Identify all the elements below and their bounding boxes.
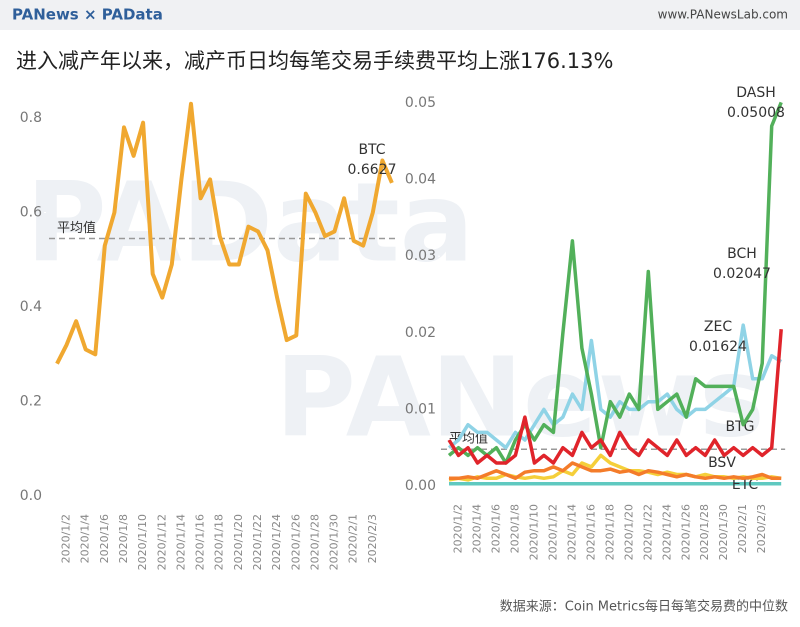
x-tick-label: 2020/2/1 [347, 514, 360, 563]
y-tick-label: 0.00 [405, 478, 436, 494]
x-tick-label: 2020/1/16 [194, 514, 207, 570]
y-tick-label: 0.02 [405, 325, 436, 341]
y-tick-label: 0.03 [405, 248, 436, 264]
line-series [447, 329, 783, 465]
series-label: BCH [727, 246, 757, 262]
x-tick-label: 2020/1/12 [546, 504, 559, 560]
series-label: BTC [358, 142, 385, 158]
x-tick-label: 2020/1/2 [451, 504, 464, 553]
x-tick-label: 2020/1/30 [328, 514, 341, 570]
title: 进入减产年以来，减产币日均每笔交易手续费平均上涨176.13% [16, 49, 613, 73]
series-label: ETC [732, 477, 759, 493]
y-tick-label: 0.0 [20, 488, 42, 504]
site: www.PANewsLab.com [658, 8, 788, 22]
x-tick-label: 2020/2/1 [736, 504, 749, 553]
y-tick-label: 0.05 [405, 95, 436, 111]
watermark: PAData [26, 158, 474, 286]
x-tick-label: 2020/1/6 [489, 504, 502, 553]
x-tick-label: 2020/1/24 [270, 514, 283, 570]
line-series [55, 101, 394, 365]
y-tick-label: 0.4 [20, 299, 42, 315]
y-tick-label: 0.01 [405, 401, 436, 417]
x-tick-label: 2020/1/22 [251, 514, 264, 570]
x-tick-label: 2020/1/14 [174, 514, 187, 570]
x-tick-label: 2020/1/26 [289, 514, 302, 570]
x-tick-label: 2020/1/28 [698, 504, 711, 560]
average-label: 平均值 [449, 431, 488, 447]
series-label: ZEC [704, 319, 732, 335]
logo: PANews × PAData [12, 6, 163, 24]
value-label: 0.6627 [348, 162, 397, 178]
x-tick-label: 2020/1/10 [136, 514, 149, 570]
x-tick-label: 2020/1/16 [584, 504, 597, 560]
x-tick-label: 2020/1/18 [603, 504, 616, 560]
header-bar [0, 0, 800, 30]
x-tick-label: 2020/1/4 [79, 514, 92, 563]
value-label: 0.05008 [727, 105, 785, 121]
y-tick-label: 0.6 [20, 205, 42, 221]
x-tick-label: 2020/1/28 [308, 514, 321, 570]
source: 数据来源：Coin Metrics每日每笔交易费的中位数 [500, 599, 788, 615]
series-label: BTG [725, 419, 754, 435]
y-tick-label: 0.8 [20, 110, 42, 126]
x-tick-label: 2020/1/12 [155, 514, 168, 570]
x-tick-label: 2020/1/10 [527, 504, 540, 560]
value-label: 0.01624 [689, 339, 747, 355]
x-tick-label: 2020/1/2 [60, 514, 73, 563]
x-tick-label: 2020/1/30 [717, 504, 730, 560]
line-series [447, 101, 783, 465]
x-tick-label: 2020/1/6 [98, 514, 111, 563]
x-tick-label: 2020/2/3 [755, 504, 768, 553]
series-label: BSV [708, 455, 736, 471]
line-series [449, 461, 782, 481]
y-tick-label: 0.04 [405, 172, 436, 188]
x-tick-label: 2020/1/24 [660, 504, 673, 560]
average-label: 平均值 [57, 220, 96, 236]
x-tick-label: 2020/1/14 [565, 504, 578, 560]
x-tick-label: 2020/1/20 [622, 504, 635, 560]
series-label: DASH [736, 85, 776, 101]
x-tick-label: 2020/1/4 [470, 504, 483, 553]
x-tick-label: 2020/1/20 [232, 514, 245, 570]
x-tick-label: 2020/1/26 [679, 504, 692, 560]
x-tick-label: 2020/1/8 [117, 514, 130, 563]
y-tick-label: 0.2 [20, 394, 42, 410]
x-tick-label: 2020/1/18 [213, 514, 226, 570]
x-tick-label: 2020/1/22 [641, 504, 654, 560]
x-tick-label: 2020/1/8 [508, 504, 521, 553]
x-tick-label: 2020/2/3 [366, 514, 379, 563]
value-label: 0.02047 [713, 266, 771, 282]
